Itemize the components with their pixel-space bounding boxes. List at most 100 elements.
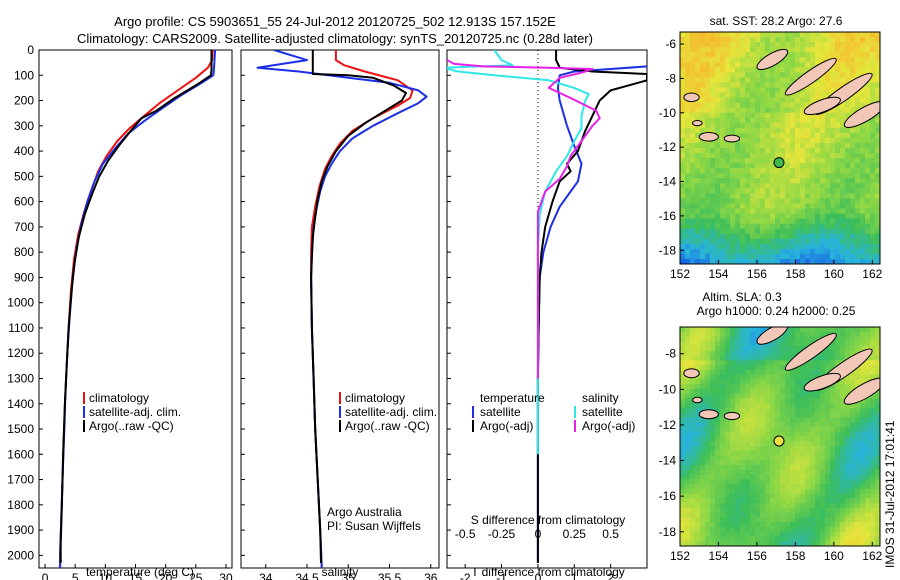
map-cell — [720, 403, 726, 409]
map-cell — [855, 92, 861, 99]
map-cell — [735, 163, 741, 169]
map-cell — [820, 178, 826, 184]
map-cell — [750, 384, 756, 390]
map-cell — [835, 203, 841, 210]
map-cell — [695, 474, 701, 480]
map-cell — [835, 355, 841, 361]
map-cell — [825, 163, 831, 169]
map-cell — [850, 178, 856, 184]
map-cell — [740, 331, 746, 338]
map-cell — [870, 531, 876, 538]
map-cell — [750, 346, 756, 352]
map-cell — [820, 243, 826, 250]
map-cell — [780, 479, 786, 485]
map-cell — [715, 218, 721, 225]
map-cell — [780, 188, 786, 194]
map-cell — [835, 398, 841, 404]
map-cell — [745, 258, 751, 264]
map-cell — [860, 42, 866, 48]
map-cell — [760, 193, 766, 200]
map-cell — [835, 336, 841, 342]
map-cell — [680, 32, 686, 38]
map-cell — [865, 512, 871, 519]
map-cell — [750, 512, 756, 519]
map-cell — [700, 42, 706, 48]
map-cell — [750, 178, 756, 184]
map-cell — [790, 193, 796, 200]
map-cell — [805, 42, 811, 48]
map-cell — [820, 148, 826, 154]
map-cell — [785, 97, 791, 104]
map-cell — [780, 243, 786, 250]
map-cell — [875, 158, 880, 164]
map-cell — [860, 203, 866, 210]
map-cell — [840, 422, 846, 428]
map-cell — [795, 374, 801, 380]
map-cell — [745, 365, 751, 371]
map-cell — [715, 173, 721, 179]
map-cell — [680, 158, 686, 164]
sst-map-frame — [679, 31, 881, 265]
map-cell — [745, 350, 751, 357]
map-cell — [755, 469, 761, 476]
map-cell — [805, 32, 811, 38]
map-cell — [780, 142, 786, 149]
map-cell — [850, 531, 856, 538]
map-cell — [870, 52, 876, 58]
map-cell — [700, 137, 706, 144]
map-cell — [830, 388, 836, 395]
map-cell — [685, 158, 691, 164]
map-cell — [865, 92, 871, 99]
map-cell — [870, 142, 876, 149]
map-cell — [815, 436, 821, 442]
map-cell — [695, 541, 701, 546]
map-x-tick-label: 162 — [862, 267, 882, 281]
map-cell — [735, 384, 741, 390]
map-cell — [715, 531, 721, 538]
series-line-t-argo-adj- — [536, 50, 647, 563]
map-cell — [795, 369, 801, 376]
map-cell — [850, 97, 856, 104]
map-cell — [860, 431, 866, 438]
map-cell — [855, 178, 861, 184]
map-cell — [715, 369, 721, 376]
map-cell — [790, 228, 796, 235]
map-cell — [745, 498, 751, 504]
map-cell — [710, 507, 716, 514]
map-cell — [695, 77, 701, 84]
map-cell — [875, 441, 880, 447]
map-cell — [835, 422, 841, 428]
map-cell — [840, 213, 846, 220]
map-cell — [745, 178, 751, 184]
map-cell — [810, 153, 816, 159]
map-cell — [845, 248, 851, 255]
map-cell — [695, 526, 701, 533]
map-cell — [820, 450, 826, 457]
map-cell — [730, 393, 736, 400]
map-cell — [845, 243, 851, 250]
map-cell — [760, 163, 766, 169]
map-cell — [835, 441, 841, 447]
map-cell — [770, 198, 776, 205]
map-cell — [725, 142, 731, 149]
map-cell — [740, 517, 746, 523]
map-cell — [695, 163, 701, 169]
map-cell — [795, 183, 801, 189]
map-cell — [800, 153, 806, 159]
map-cell — [740, 213, 746, 220]
map-cell — [865, 412, 871, 419]
map-cell — [695, 431, 701, 438]
map-cell — [805, 469, 811, 476]
map-cell — [720, 228, 726, 235]
map-cell — [815, 117, 821, 124]
map-cell — [835, 57, 841, 63]
map-cell — [765, 213, 771, 220]
map-cell — [850, 336, 856, 342]
map-cell — [840, 42, 846, 48]
map-cell — [805, 173, 811, 179]
map-cell — [780, 417, 786, 423]
map-cell — [860, 446, 866, 452]
map-cell — [775, 148, 781, 154]
map-cell — [710, 393, 716, 400]
map-cell — [870, 132, 876, 139]
